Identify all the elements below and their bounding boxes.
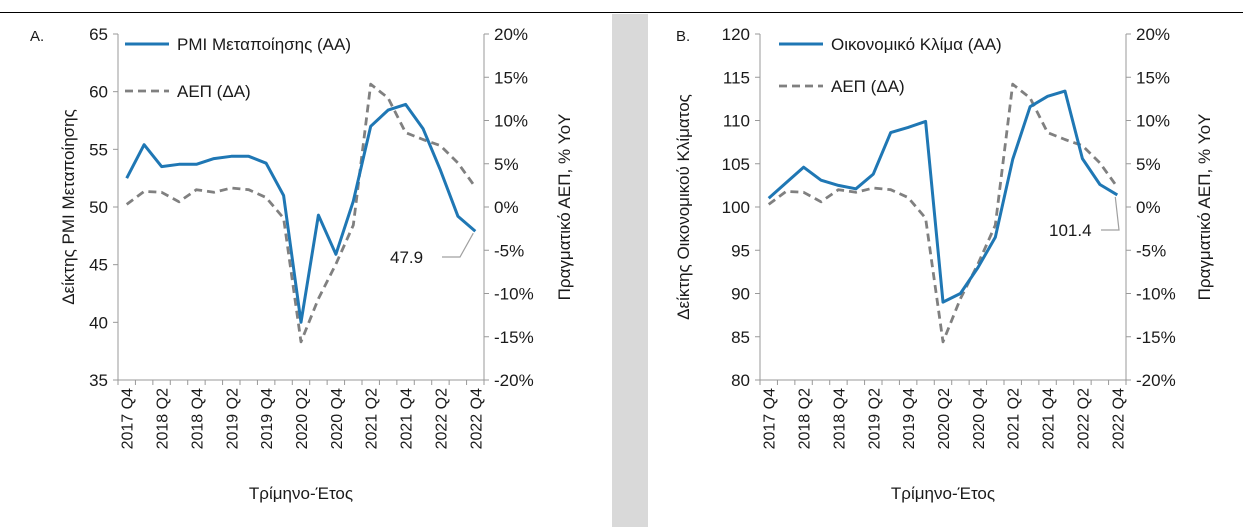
panel-label: A. [30, 28, 44, 45]
y-axis-title: Δείκτης Οικονομικού Κλίματος [674, 94, 693, 320]
left-tick-label: 120 [722, 25, 750, 44]
right-tick-label: -20% [494, 371, 534, 390]
index-series-line [767, 89, 1119, 304]
right-tick-label: -5% [1136, 241, 1166, 260]
x-tick-label: 2018 Q2 [155, 388, 172, 449]
x-tick-label: 2021 Q2 [364, 388, 381, 449]
right-tick-label: 10% [1136, 112, 1170, 131]
x-tick-label: 2020 Q4 [971, 388, 988, 449]
x-axis-title: Τρίμηνο-Έτος [249, 484, 353, 503]
x-tick-label: 2019 Q2 [866, 388, 883, 449]
right-tick-label: -10% [1136, 285, 1176, 304]
right-tick-label: -15% [494, 328, 534, 347]
x-tick-label: 2018 Q2 [797, 388, 814, 449]
left-tick-label: 100 [722, 198, 750, 217]
left-tick-label: 65 [89, 25, 108, 44]
left-tick-label: 40 [89, 313, 108, 332]
x-tick-label: 2022 Q4 [1110, 388, 1127, 449]
last-value-annotation: 47.9 [390, 248, 423, 267]
x-axis-title: Τρίμηνο-Έτος [891, 484, 995, 503]
x-tick-label: 2022 Q4 [468, 388, 485, 449]
gdp-series-line [767, 82, 1119, 344]
right-tick-label: -10% [494, 285, 534, 304]
x-tick-label: 2021 Q4 [399, 388, 416, 449]
left-tick-label: 95 [731, 241, 750, 260]
left-tick-label: 80 [731, 371, 750, 390]
right-tick-label: 15% [494, 68, 528, 87]
panel-b: B. 80 85 90 95 100 105 110 115 120 -20% -15% -10% -5%… [648, 14, 1243, 527]
right-tick-label: 5% [494, 155, 519, 174]
x-tick-label: 2019 Q4 [259, 388, 276, 449]
right-tick-label: 5% [1136, 155, 1161, 174]
right-tick-label: 0% [1136, 198, 1161, 217]
right-tick-label: -20% [1136, 371, 1176, 390]
left-tick-label: 50 [89, 198, 108, 217]
x-tick-label: 2020 Q4 [329, 388, 346, 449]
y2-axis-title: Πραγματικό ΑΕΠ, % YoY [1195, 114, 1214, 301]
y-axis-title: Δείκτης PMI Μεταποίησης [59, 109, 78, 305]
right-tick-label: -5% [494, 241, 524, 260]
left-tick-label: 110 [723, 112, 750, 131]
annotation-leader-line [442, 232, 474, 258]
x-tick-label: 2018 Q4 [189, 388, 206, 449]
annotation-leader-line [1101, 196, 1120, 231]
left-tick-label: 45 [89, 256, 108, 275]
last-value-annotation: 101.4 [1049, 221, 1092, 240]
x-tick-label: 2022 Q2 [1075, 388, 1092, 449]
right-tick-label: -15% [1136, 328, 1176, 347]
left-tick-label: 85 [731, 328, 750, 347]
chart-b: B. 80 85 90 95 100 105 110 115 120 -20% -15% -10% -5%… [674, 25, 1214, 503]
y2-axis-title: Πραγματικό ΑΕΠ, % YoY [555, 114, 574, 301]
legend-label: Οικονομικό Κλίμα (ΑΑ) [831, 35, 1002, 54]
legend-label: PMI Μεταποίησης (ΑΑ) [177, 35, 351, 54]
right-tick-label: 0% [494, 198, 519, 217]
left-tick-label: 60 [89, 83, 108, 102]
legend-label: ΑΕΠ (ΔΑ) [177, 82, 251, 101]
left-tick-label: 105 [722, 155, 750, 174]
left-tick-label: 35 [89, 371, 108, 390]
x-tick-label: 2021 Q4 [1041, 388, 1058, 449]
left-tick-label: 115 [723, 68, 750, 87]
left-tick-label: 55 [89, 140, 108, 159]
right-tick-label: 10% [494, 112, 528, 131]
index-series-line [125, 102, 477, 324]
panel-label: B. [676, 28, 690, 45]
panel-separator [612, 14, 648, 527]
right-tick-label: 20% [1136, 25, 1170, 44]
x-tick-label: 2018 Q4 [831, 388, 848, 449]
x-tick-label: 2022 Q2 [433, 388, 450, 449]
legend-label: ΑΕΠ (ΔΑ) [831, 77, 905, 96]
x-tick-label: 2017 Q4 [120, 388, 137, 449]
right-tick-label: 20% [494, 25, 528, 44]
x-tick-label: 2017 Q4 [762, 388, 779, 449]
x-tick-label: 2020 Q2 [936, 388, 953, 449]
right-tick-label: 15% [1136, 68, 1170, 87]
x-tick-label: 2019 Q4 [901, 388, 918, 449]
top-border [0, 0, 1243, 13]
panel-a: A. 35 40 45 50 55 60 65 -20% -15% -10% -5% 0% 5% 10% 15… [0, 14, 612, 527]
x-tick-label: 2021 Q2 [1006, 388, 1023, 449]
x-tick-label: 2020 Q2 [294, 388, 311, 449]
x-tick-label: 2019 Q2 [224, 388, 241, 449]
left-tick-label: 90 [731, 285, 750, 304]
chart-a: A. 35 40 45 50 55 60 65 -20% -15% -10% -5% 0% 5% 10% 15… [30, 25, 574, 503]
gdp-series-line [125, 82, 477, 344]
